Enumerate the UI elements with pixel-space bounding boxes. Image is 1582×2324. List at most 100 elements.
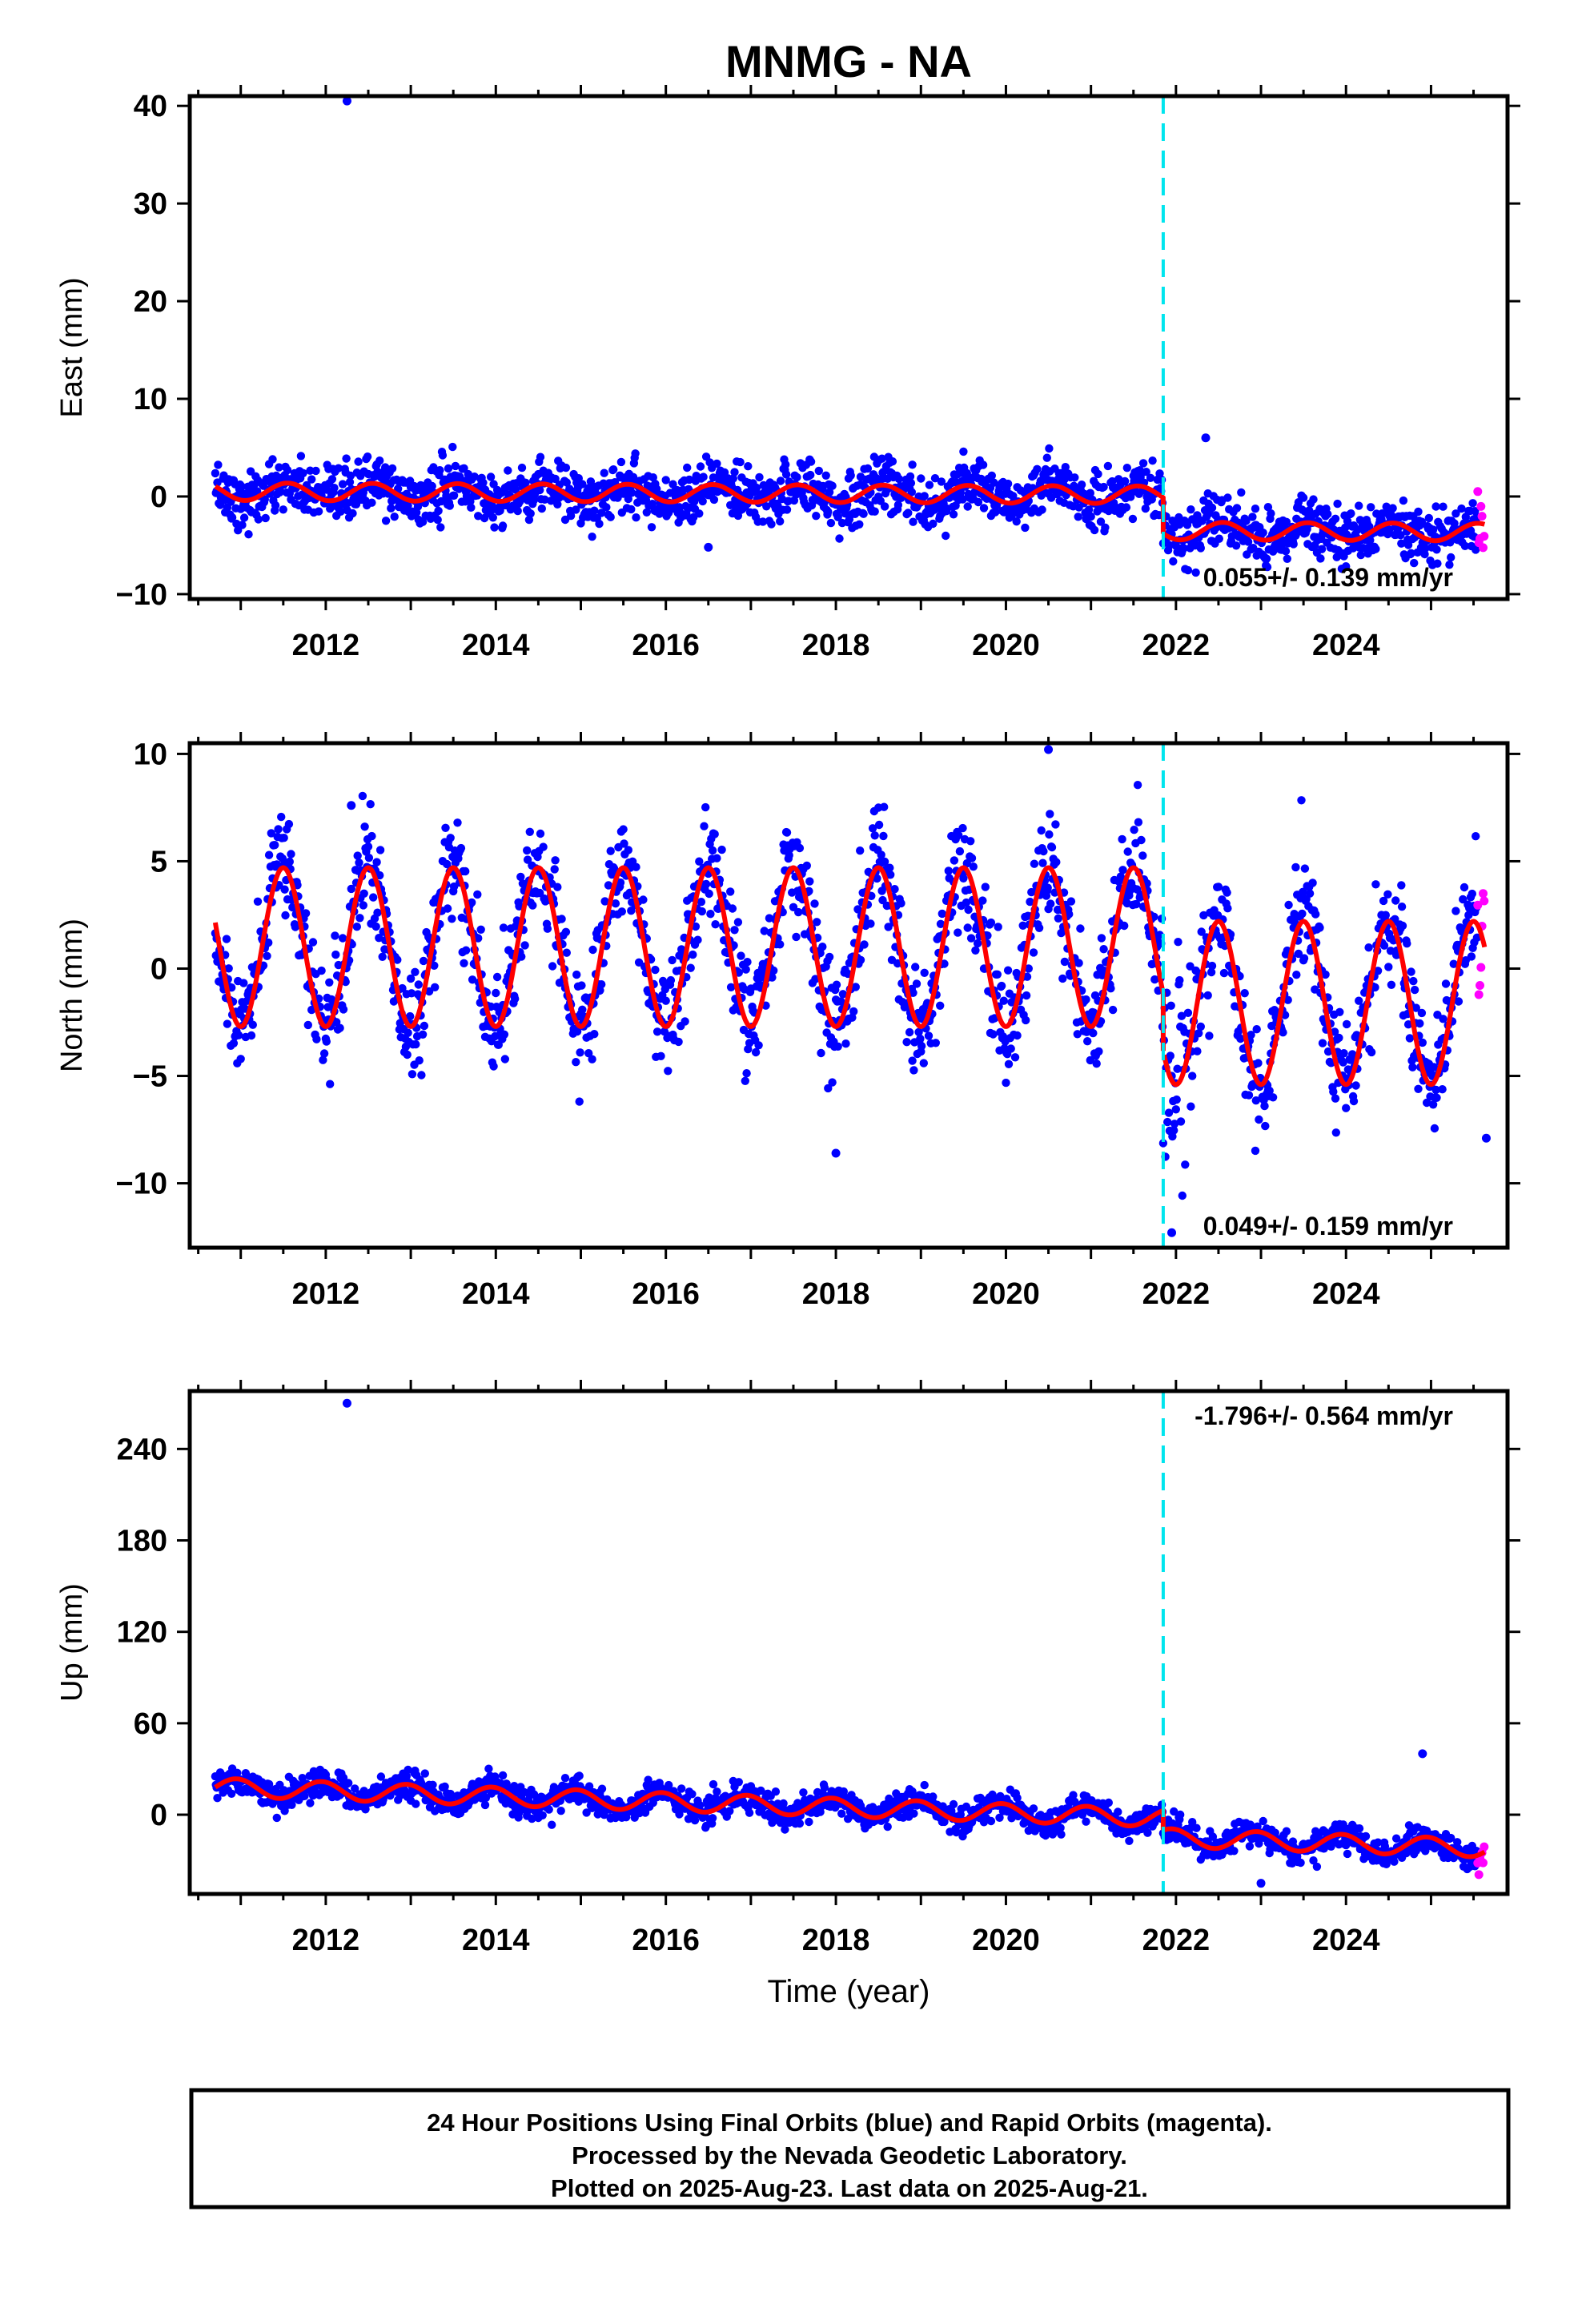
data-point [1355, 996, 1363, 1005]
data-point [1026, 897, 1034, 907]
data-point [296, 452, 306, 460]
rapid-point [1473, 487, 1483, 497]
data-point [1196, 544, 1206, 553]
data-point [428, 481, 436, 491]
data-point [279, 505, 287, 514]
data-point [238, 521, 247, 529]
data-point [300, 1791, 309, 1800]
data-point [1029, 948, 1038, 957]
data-point [880, 857, 889, 866]
data-point [729, 474, 737, 483]
data-point [278, 854, 287, 863]
data-point [1029, 1804, 1038, 1813]
data-point [283, 465, 292, 475]
data-point [500, 1055, 509, 1063]
data-point [1366, 536, 1375, 545]
data-point [616, 878, 625, 887]
data-point [909, 1809, 918, 1818]
data-point [1186, 1102, 1195, 1111]
data-point [628, 472, 638, 481]
data-point [609, 465, 618, 474]
data-point [832, 980, 841, 989]
data-point [1397, 881, 1406, 890]
data-point [406, 1011, 415, 1021]
data-point [1283, 554, 1292, 563]
data-point [1118, 866, 1127, 875]
data-point [1060, 957, 1070, 967]
data-point [438, 451, 448, 460]
data-point [419, 956, 428, 966]
data-point [691, 922, 701, 931]
x-tick-label: 2020 [972, 629, 1040, 662]
data-point [743, 958, 752, 967]
y-axis-label: East (mm) [55, 277, 89, 417]
data-point [488, 513, 497, 522]
data-point [504, 466, 512, 475]
data-point [523, 855, 532, 864]
data-point [966, 934, 976, 943]
data-point [223, 1019, 232, 1028]
data-point [562, 948, 571, 957]
y-tick-label: −10 [116, 578, 167, 612]
data-point [515, 902, 524, 911]
data-point [1251, 1146, 1260, 1156]
data-point [308, 938, 318, 947]
data-point [1232, 504, 1242, 513]
data-point [430, 961, 439, 971]
data-point [942, 531, 950, 541]
data-point [1057, 1830, 1066, 1839]
data-point [963, 923, 972, 932]
data-point [1103, 461, 1113, 471]
data-point [1396, 531, 1405, 540]
data-point [1046, 810, 1054, 818]
data-point [1331, 1094, 1340, 1103]
data-point [1279, 1028, 1287, 1037]
data-point [1316, 554, 1325, 563]
data-point [338, 934, 347, 943]
data-point [544, 1805, 553, 1814]
data-point [307, 1005, 316, 1015]
y-tick-label: −5 [133, 1060, 167, 1094]
data-point [1323, 509, 1332, 519]
data-point [1431, 1085, 1440, 1095]
data-point [1099, 482, 1108, 492]
data-point [642, 508, 651, 517]
x-tick-label: 2022 [1142, 629, 1211, 662]
data-point [479, 478, 488, 487]
data-point [1142, 468, 1150, 476]
data-point [453, 818, 462, 827]
data-point [820, 1783, 829, 1792]
data-point [1076, 924, 1085, 933]
data-point [398, 983, 407, 993]
data-point [486, 472, 496, 481]
data-point [824, 507, 833, 517]
data-point [588, 1055, 596, 1063]
data-point [661, 996, 670, 1005]
data-point [886, 870, 895, 879]
data-point [835, 534, 844, 543]
data-point [1051, 820, 1060, 829]
data-point [849, 1007, 858, 1016]
data-point [894, 474, 904, 484]
data-point [728, 904, 737, 913]
data-point [999, 996, 1009, 1005]
data-point [1173, 1064, 1182, 1073]
data-point [1176, 1117, 1186, 1126]
data-point [1066, 897, 1076, 906]
data-point [737, 951, 745, 960]
data-point [1237, 488, 1246, 497]
data-point [1260, 1101, 1269, 1111]
data-point [1046, 899, 1055, 908]
data-point [525, 827, 534, 837]
data-point [214, 460, 223, 469]
data-point [1030, 859, 1039, 868]
data-point [1445, 561, 1454, 569]
data-point [1351, 1081, 1360, 1090]
data-point [406, 974, 416, 983]
data-point [448, 915, 456, 923]
data-point [644, 1775, 652, 1784]
data-point [1174, 938, 1182, 947]
data-point [870, 507, 879, 516]
data-point [1342, 562, 1351, 571]
data-point [387, 504, 396, 513]
